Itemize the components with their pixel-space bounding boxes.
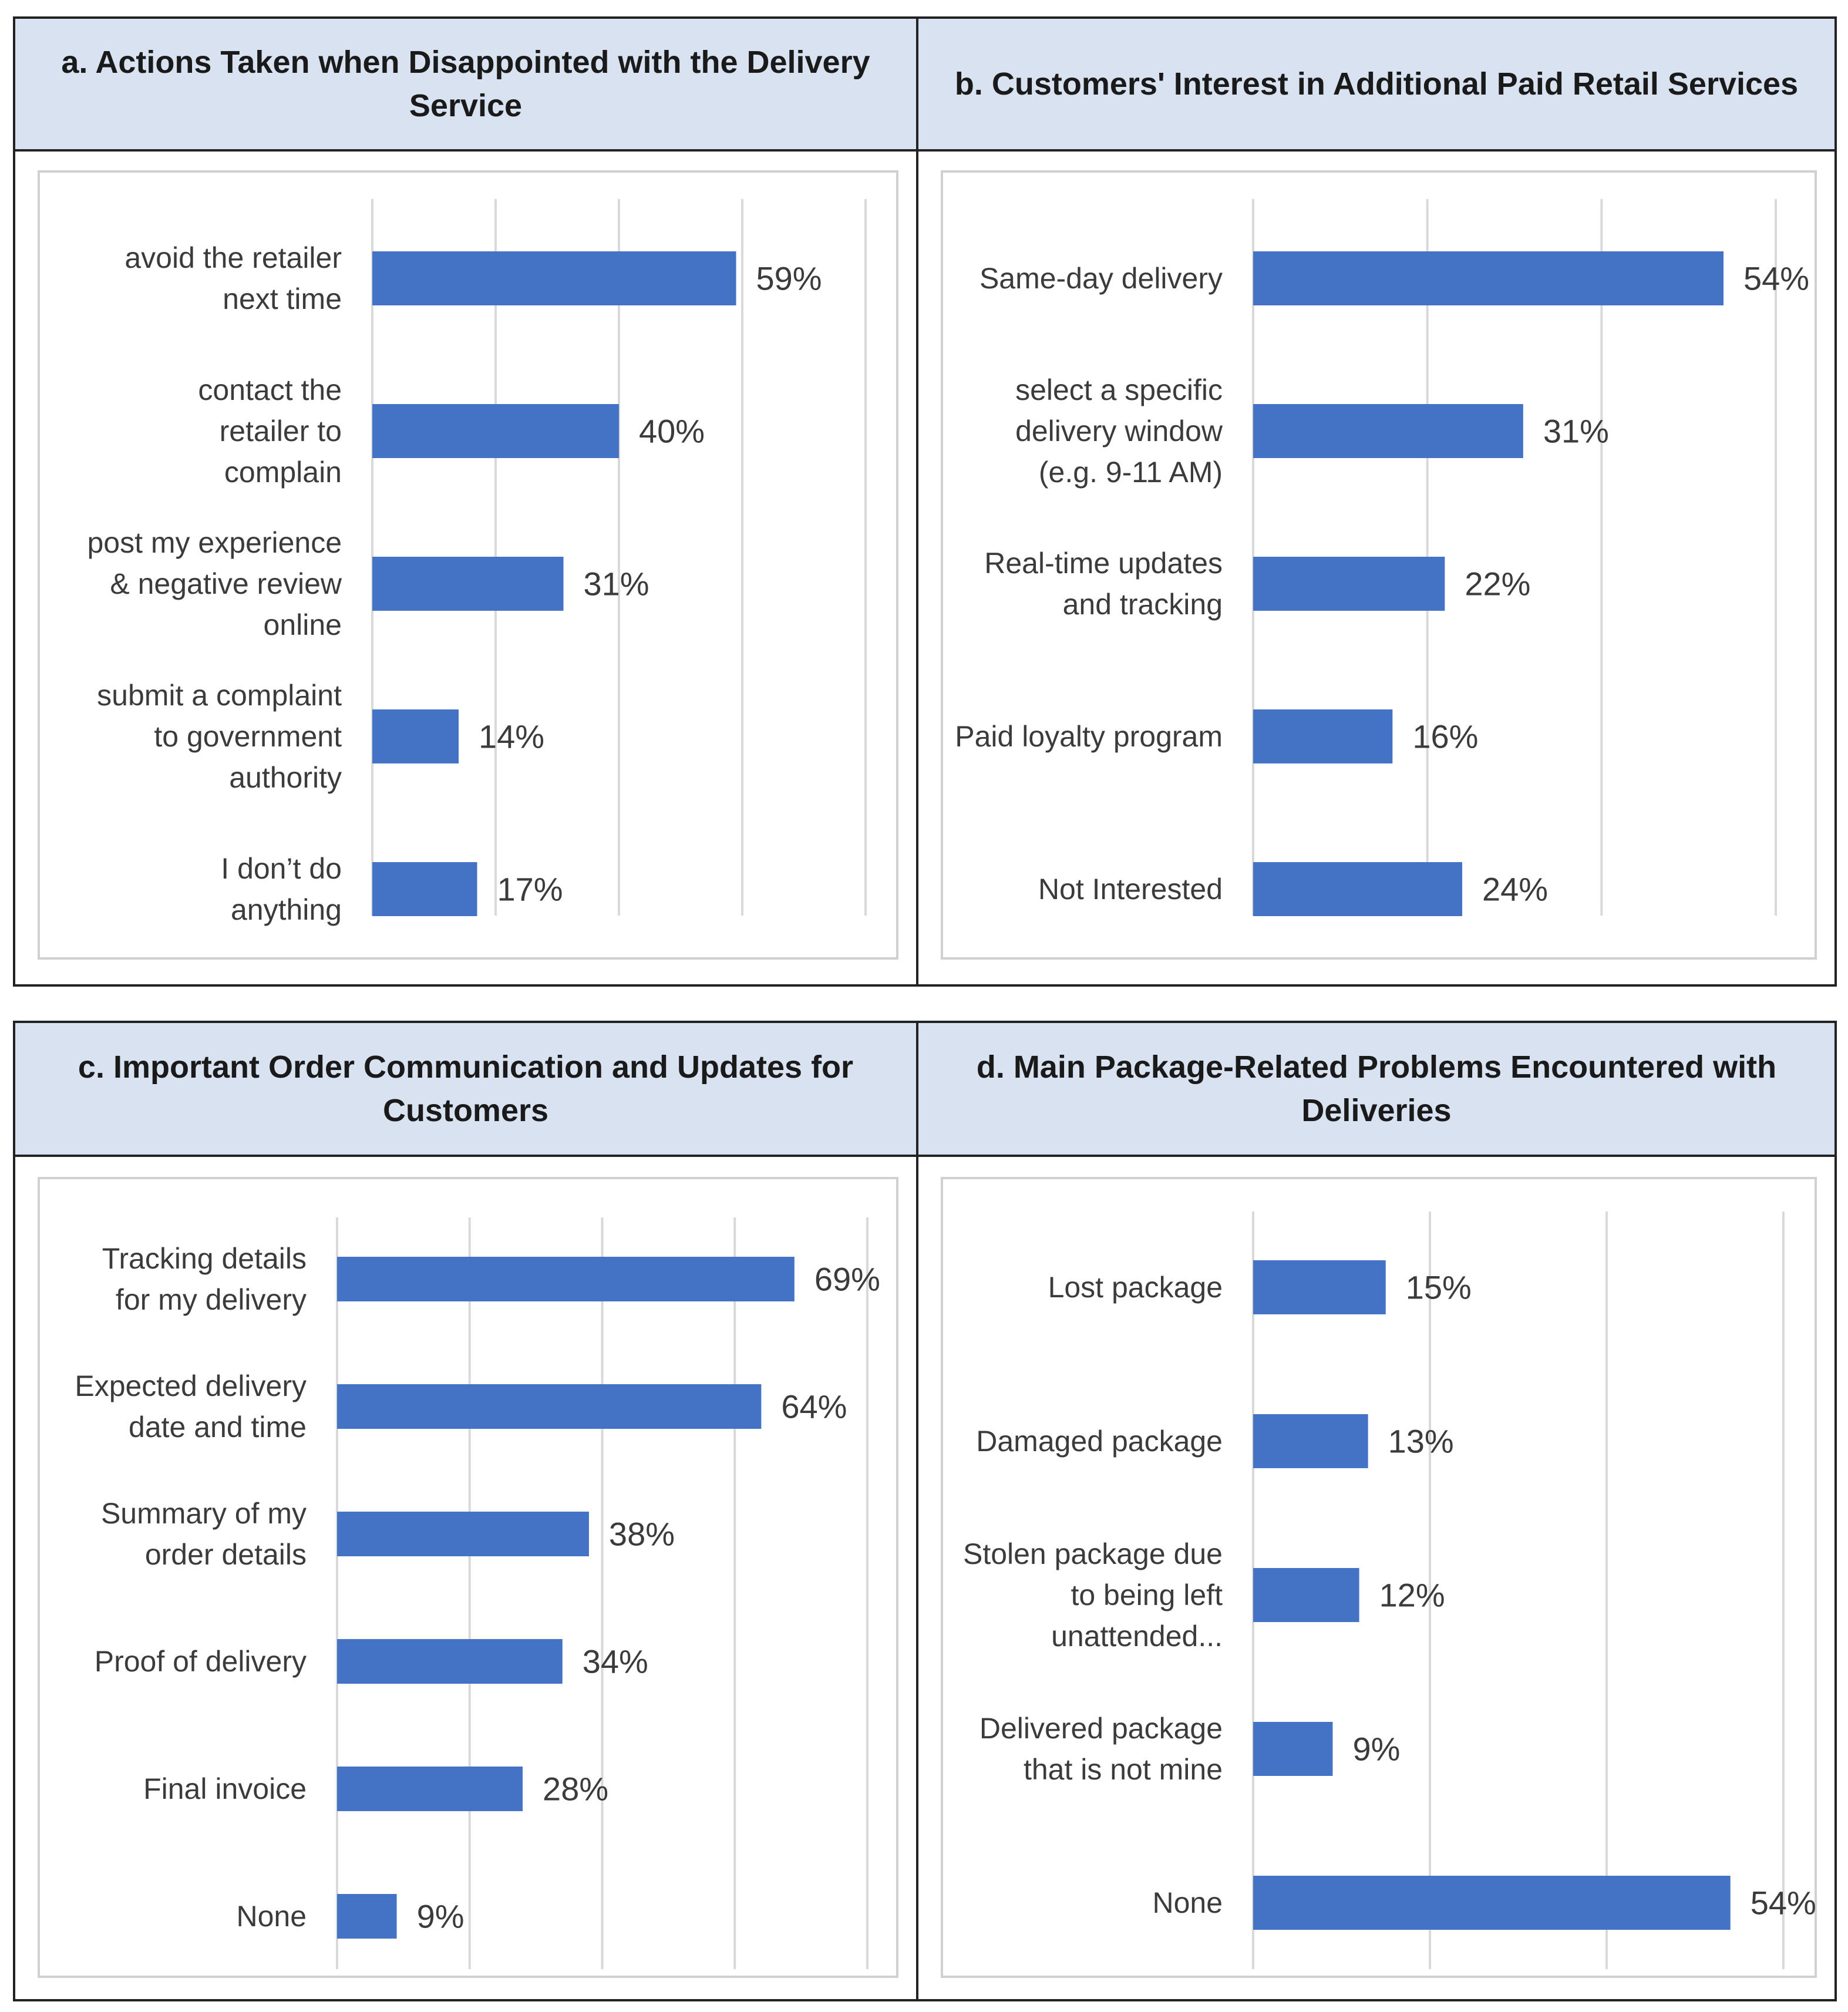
bar-1 [337,1257,795,1301]
category-label-5: None [1152,1886,1223,1919]
panel-b-chart-frame: 54% Same-day delivery 31% select a specific… [941,170,1817,960]
category-label-4: Proof of delivery [95,1645,307,1678]
category-label-2: Expected delivery date and time [75,1370,307,1444]
value-label-3: 22% [1465,566,1530,603]
value-label-3: 12% [1379,1577,1445,1614]
value-label-1: 69% [814,1261,880,1298]
panel-c: c. Important Order Communication and Upd… [15,1023,918,1999]
category-label-3: post my experience & negative review onlin… [87,526,342,641]
bottom-charts-row: c. Important Order Communication and Upd… [13,1021,1837,2001]
category-label-1: Lost package [1048,1271,1223,1304]
bar-2 [372,404,619,458]
value-label-1: 54% [1743,260,1809,297]
bar-3 [337,1512,589,1556]
category-label-4: Paid loyalty program [955,720,1223,753]
value-label-2: 64% [781,1388,847,1425]
category-label-4: submit a complaint to government authority [97,679,342,794]
value-label-3: 38% [609,1516,675,1553]
panel-c-chart: 69% Tracking details for my delivery 64% Exp… [75,1217,880,1969]
category-label-1: avoid the retailer next time [124,241,342,315]
category-label-5: Not Interested [1038,873,1223,906]
panel-d-title: d. Main Package-Related Problems Encount… [918,1023,1834,1157]
value-label-3: 31% [584,566,649,603]
bar-5 [337,1767,523,1811]
value-label-2: 13% [1388,1423,1454,1460]
bar-2 [1253,1414,1368,1468]
value-label-5: 17% [497,871,563,908]
panel-d-chart-frame: 15% Lost package 13% Damaged package 12% Stol… [941,1177,1817,1978]
value-label-4: 9% [1352,1731,1400,1768]
category-label-3: Real-time updates and tracking [984,547,1223,621]
bar-5 [1253,862,1462,916]
bar-3 [1253,557,1445,611]
panel-a-title: a. Actions Taken when Disappointed with … [15,19,916,152]
panel-a-chart-frame: 59% avoid the retailer next time 40% contact… [38,170,898,960]
value-label-5: 54% [1751,1885,1816,1922]
value-label-4: 16% [1412,718,1478,755]
panel-b-chart: 54% Same-day delivery 31% select a specific… [955,199,1809,916]
bar-2 [337,1384,762,1429]
category-label-3: Summary of my order details [101,1497,307,1571]
value-label-5: 24% [1482,871,1548,908]
bar-4 [1253,709,1393,763]
category-label-4: Delivered package that is not mine [979,1712,1223,1786]
value-label-5: 28% [543,1771,608,1808]
value-label-4: 34% [583,1643,648,1680]
bar-5 [372,862,477,916]
category-label-2: select a specific delivery window (e.g. 9-… [1015,374,1223,489]
bar-3 [372,557,564,611]
panel-a-chart: 59% avoid the retailer next time 40% contact… [87,199,867,926]
panel-d-chart: 15% Lost package 13% Damaged package 12% Stol… [963,1212,1816,1969]
panel-a: a. Actions Taken when Disappointed with … [15,19,918,984]
top-charts-row: a. Actions Taken when Disappointed with … [13,16,1837,987]
category-label-1: Same-day delivery [979,262,1223,295]
value-label-6: 9% [417,1898,464,1935]
value-label-2: 31% [1543,413,1609,450]
value-label-1: 59% [756,260,822,297]
panel-b: b. Customers' Interest in Additional Pai… [918,19,1834,984]
panel-b-title: b. Customers' Interest in Additional Pai… [918,19,1834,152]
bar-1 [1253,1260,1386,1314]
category-label-2: Damaged package [976,1425,1223,1458]
category-label-5: Final invoice [143,1772,307,1805]
category-label-2: contact the retailer to complain [198,374,342,489]
bar-6 [337,1894,397,1939]
category-label-3: Stolen package due to being left unattende… [963,1537,1223,1653]
bar-4 [1253,1722,1333,1776]
bar-4 [337,1639,563,1684]
bar-1 [372,251,736,305]
panel-c-title: c. Important Order Communication and Upd… [15,1023,916,1157]
category-label-1: Tracking details for my delivery [102,1242,307,1316]
panel-c-chart-frame: 69% Tracking details for my delivery 64% Exp… [38,1177,898,1978]
bar-2 [1253,404,1523,458]
category-label-6: None [236,1900,307,1933]
category-label-5: I don’t do anything [221,852,342,926]
value-label-2: 40% [639,413,705,450]
bar-1 [1253,251,1724,305]
bar-5 [1253,1876,1731,1930]
value-label-4: 14% [479,718,544,755]
value-label-1: 15% [1406,1269,1472,1306]
bar-4 [372,709,459,763]
bar-3 [1253,1568,1359,1622]
panel-d: d. Main Package-Related Problems Encount… [918,1023,1834,1999]
